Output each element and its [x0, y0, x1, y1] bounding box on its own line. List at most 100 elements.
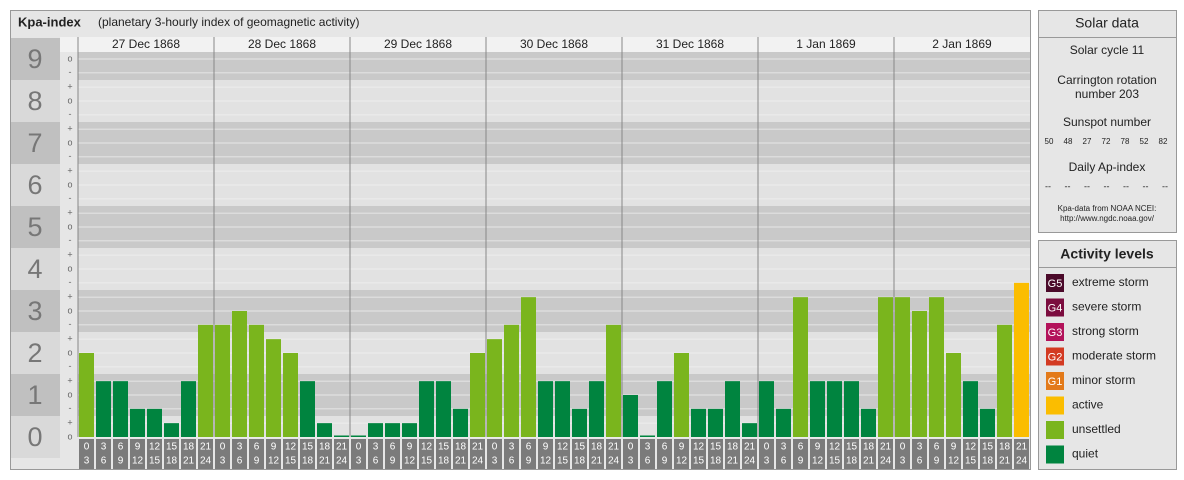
- bar: [997, 324, 1012, 437]
- hour-label: 15: [285, 456, 297, 467]
- hour-label: 0: [628, 442, 634, 453]
- y-minor-label: o: [67, 431, 72, 441]
- hour-cell: [147, 439, 162, 469]
- hour-cell: [283, 439, 298, 469]
- bar: [351, 435, 366, 437]
- bar: [113, 381, 128, 437]
- y-minor-label: -: [69, 361, 72, 371]
- hour-label: 12: [693, 442, 705, 453]
- hour-label: 9: [135, 442, 141, 453]
- hour-label: 18: [319, 442, 331, 453]
- hour-label: 3: [356, 456, 362, 467]
- hour-cell: [946, 439, 961, 469]
- label-band: [11, 290, 60, 332]
- hour-label: 9: [407, 442, 413, 453]
- hour-cell: [861, 439, 876, 469]
- hour-label: 18: [574, 456, 586, 467]
- label-band: [11, 80, 60, 122]
- y-tick-label: 3: [27, 296, 42, 326]
- hour-cell: [385, 439, 400, 469]
- panel-title: Solar data: [1075, 15, 1139, 31]
- y-minor-label: -: [69, 67, 72, 77]
- y-tick-label: 1: [27, 380, 42, 410]
- hour-cell: [691, 439, 706, 469]
- y-minor-label: o: [67, 305, 72, 315]
- hour-cell: [759, 439, 774, 469]
- hour-label: 18: [591, 442, 603, 453]
- bar: [487, 339, 502, 437]
- hour-label: 15: [302, 442, 314, 453]
- y-minor-label: +: [67, 250, 72, 260]
- bar: [708, 408, 723, 437]
- y-minor-label: o: [67, 53, 72, 63]
- legend-label: extreme storm: [1072, 275, 1149, 289]
- hour-cell: [504, 439, 519, 469]
- bar: [334, 435, 349, 437]
- hour-label: 3: [628, 456, 634, 467]
- date-label: 1 Jan 1869: [796, 37, 856, 51]
- hour-cell: [606, 439, 621, 469]
- hour-cell: [351, 439, 366, 469]
- hour-label: 15: [421, 456, 433, 467]
- bar: [402, 423, 417, 437]
- bar: [640, 435, 655, 437]
- hour-label: 9: [951, 442, 957, 453]
- sunspot-value: 82: [1159, 137, 1168, 146]
- hour-cell: [963, 439, 978, 469]
- hour-label: 18: [863, 442, 875, 453]
- y-minor-label: o: [67, 221, 72, 231]
- hour-label: 6: [509, 456, 515, 467]
- hour-label: 21: [608, 442, 620, 453]
- y-minor-label: -: [69, 277, 72, 287]
- hour-cell: [827, 439, 842, 469]
- hour-label: 12: [404, 456, 416, 467]
- y-minor-label: -: [69, 193, 72, 203]
- bar: [980, 408, 995, 437]
- legend-code: G1: [1048, 376, 1063, 388]
- bar: [419, 381, 434, 437]
- hour-label: 6: [101, 456, 107, 467]
- y-minor-label: +: [67, 208, 72, 218]
- bar: [572, 408, 587, 437]
- hour-label: 18: [455, 442, 467, 453]
- bar: [215, 324, 230, 437]
- hour-cell: [708, 439, 723, 469]
- y-minor-label: o: [67, 95, 72, 105]
- hour-label: 0: [356, 442, 362, 453]
- hour-label: 6: [934, 442, 940, 453]
- legend-label: unsettled: [1072, 422, 1121, 436]
- hour-label: 15: [574, 442, 586, 453]
- hour-cell: [878, 439, 893, 469]
- hour-cell: [113, 439, 128, 469]
- hour-label: 12: [965, 442, 977, 453]
- hour-label: 9: [271, 442, 277, 453]
- sunspot-title: Sunspot number: [1063, 115, 1151, 129]
- hour-label: 9: [679, 442, 685, 453]
- hour-label: 18: [999, 442, 1011, 453]
- bar: [963, 381, 978, 437]
- label-band: [11, 248, 60, 290]
- hour-label: 24: [200, 456, 212, 467]
- hour-cell: [300, 439, 315, 469]
- hour-label: 6: [390, 442, 396, 453]
- hour-cell: [810, 439, 825, 469]
- band: [78, 52, 1030, 80]
- bar: [504, 324, 519, 437]
- bar: [793, 297, 808, 437]
- hour-label: 9: [543, 442, 549, 453]
- sunspot-value: 78: [1121, 137, 1130, 146]
- bar: [674, 353, 689, 437]
- date-label: 31 Dec 1868: [656, 37, 724, 51]
- hour-cell: [997, 439, 1012, 469]
- sunspot-value: 72: [1102, 137, 1111, 146]
- legend-code: G3: [1048, 327, 1063, 339]
- hour-label: 3: [492, 456, 498, 467]
- hour-cell: [402, 439, 417, 469]
- hour-label: 18: [438, 456, 450, 467]
- bar: [606, 324, 621, 437]
- bar: [266, 339, 281, 437]
- bar: [827, 381, 842, 437]
- legend-code: G5: [1048, 278, 1063, 290]
- hour-cell: [436, 439, 451, 469]
